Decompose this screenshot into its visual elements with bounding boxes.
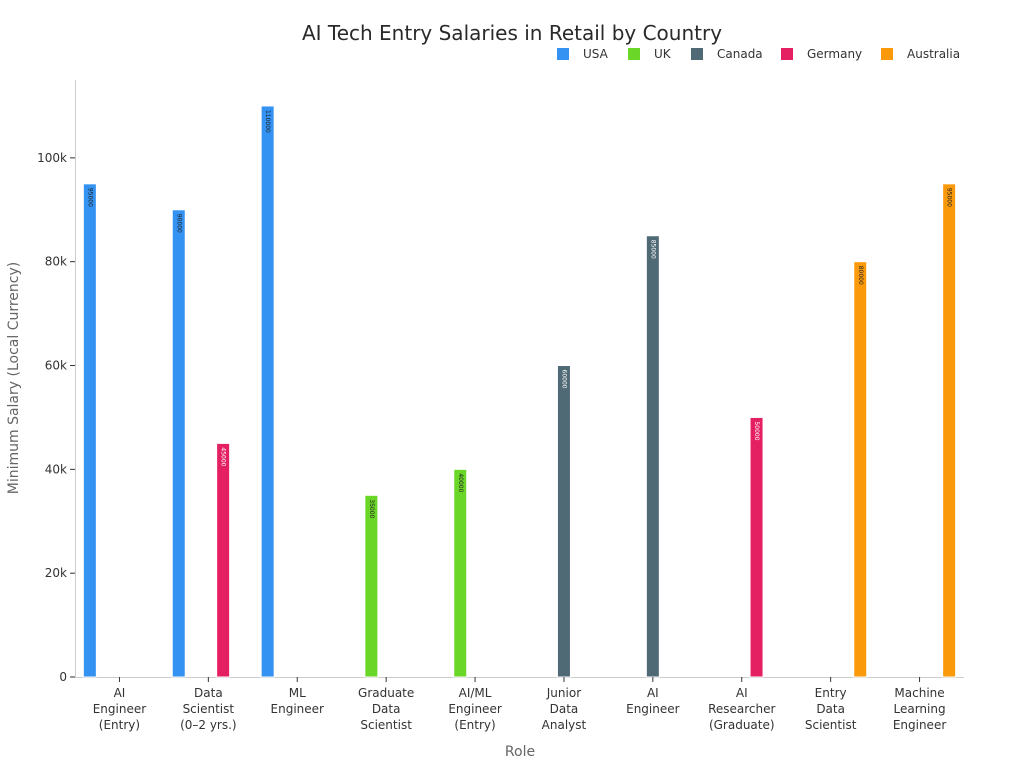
- bar-germany: [749, 416, 764, 678]
- legend-label: Germany: [807, 47, 862, 61]
- x-tick-label: Machine Learning Engineer: [893, 686, 947, 732]
- legend-swatch: [557, 48, 569, 60]
- x-tick-label: Junior Data Analyst: [542, 686, 587, 732]
- legend-label: Canada: [717, 47, 763, 61]
- legend-swatch: [691, 48, 703, 60]
- x-ticks: AI Engineer (Entry) Data Scientist (0–2 yrs.)…: [93, 677, 947, 732]
- legend-swatch: [781, 48, 793, 60]
- data-label: 60000: [560, 370, 567, 389]
- x-tick-label: Data Scientist (0–2 yrs.): [180, 686, 237, 732]
- data-label: 90000: [175, 214, 182, 233]
- x-tick-label: AI Engineer: [626, 686, 680, 716]
- y-tick-label: 20k: [45, 566, 67, 580]
- data-label: 85000: [649, 240, 656, 259]
- y-tick-label: 0: [59, 670, 67, 684]
- bar-australia: [942, 183, 957, 678]
- bar-usa: [260, 105, 275, 678]
- data-label: 95000: [86, 188, 93, 207]
- x-axis-label: Role: [505, 744, 535, 760]
- data-label: 80000: [857, 266, 864, 285]
- x-tick-label: AI Researcher (Graduate): [708, 686, 775, 732]
- x-tick-label: AI Engineer (Entry): [93, 686, 147, 732]
- data-label: 50000: [753, 421, 760, 440]
- data-label: 40000: [457, 473, 464, 492]
- x-tick-label: AI/ML Engineer (Entry): [448, 686, 502, 732]
- legend-swatch: [628, 48, 640, 60]
- data-label: 95000: [946, 188, 953, 207]
- bar-uk: [453, 468, 468, 678]
- legend: USA UK Canada Germany Australia: [557, 47, 960, 61]
- legend-label: USA: [583, 47, 609, 61]
- y-tick-label: 100k: [37, 151, 67, 165]
- chart-title: AI Tech Entry Salaries in Retail by Coun…: [302, 21, 722, 45]
- axes: [75, 80, 964, 678]
- legend-swatch: [881, 48, 893, 60]
- bar-usa: [171, 209, 186, 678]
- bar-canada: [556, 365, 571, 678]
- legend-label: UK: [654, 47, 672, 61]
- bar-canada: [645, 235, 660, 678]
- bar-germany: [216, 442, 231, 678]
- bars: 95000 90000 110000 35000 40000 60000 85000 4500…: [82, 105, 957, 678]
- x-tick-label: Graduate Data Scientist: [358, 686, 414, 732]
- y-axis-label: Minimum Salary (Local Currency): [6, 262, 22, 495]
- data-label: 45000: [220, 447, 227, 466]
- y-tick-label: 40k: [45, 462, 67, 476]
- data-label: 35000: [368, 499, 375, 518]
- bar-usa: [82, 183, 97, 678]
- x-tick-label: Entry Data Scientist: [805, 686, 857, 732]
- legend-label: Australia: [907, 47, 960, 61]
- y-tick-label: 80k: [45, 255, 67, 269]
- bar-uk: [364, 494, 379, 678]
- y-tick-label: 60k: [45, 359, 67, 373]
- data-label: 110000: [264, 110, 271, 133]
- y-ticks: 0 20k 40k 60k 80k 100k: [37, 151, 75, 684]
- bar-australia: [853, 261, 868, 678]
- x-tick-label: ML Engineer: [271, 686, 325, 716]
